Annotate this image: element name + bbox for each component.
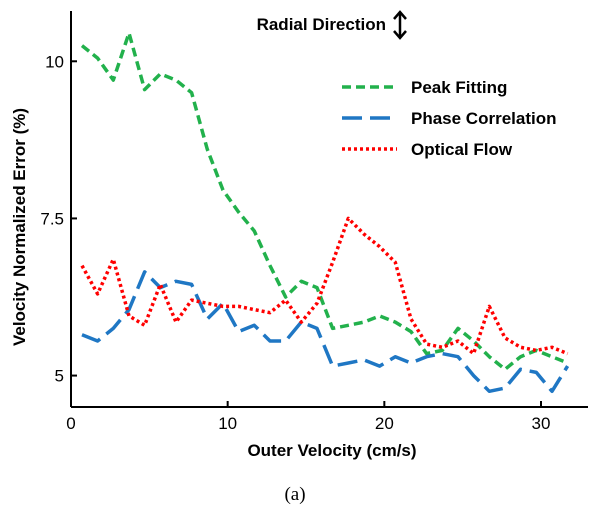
legend-item-optical-flow: Optical Flow (342, 140, 513, 159)
legend-label: Optical Flow (411, 140, 513, 159)
x-tick-label: 10 (218, 414, 237, 433)
legend-item-peak-fitting: Peak Fitting (342, 78, 507, 97)
series-line-optical-flow (80, 216, 569, 356)
radial-direction-annotation: Radial Direction (257, 10, 407, 40)
y-tick-label: 10 (45, 52, 64, 71)
plot-lines (80, 31, 570, 394)
x-ticks: 0 10 20 30 (66, 401, 550, 433)
series-line-phase-correlation (81, 270, 570, 394)
y-axis-title: Velocity Normalized Error (%) (10, 108, 29, 346)
x-axis-title: Outer Velocity (cm/s) (247, 441, 416, 460)
legend-item-phase-correlation: Phase Correlation (342, 109, 557, 128)
y-ticks: 5 7.5 10 (40, 52, 77, 386)
legend-label: Phase Correlation (411, 109, 557, 128)
series-line-peak-fitting (80, 31, 569, 372)
axes (70, 11, 588, 408)
legend-label: Peak Fitting (411, 78, 507, 97)
double-arrow-icon (393, 10, 407, 40)
y-tick-label: 5 (55, 367, 64, 386)
x-tick-label: 30 (532, 414, 551, 433)
legend: Peak Fitting Phase Correlation Optical Flo… (342, 78, 557, 159)
x-tick-label: 20 (375, 414, 394, 433)
x-tick-label: 0 (66, 414, 75, 433)
y-tick-label: 7.5 (40, 209, 64, 228)
figure-caption: (a) (284, 484, 305, 505)
annotation-label: Radial Direction (257, 15, 386, 34)
